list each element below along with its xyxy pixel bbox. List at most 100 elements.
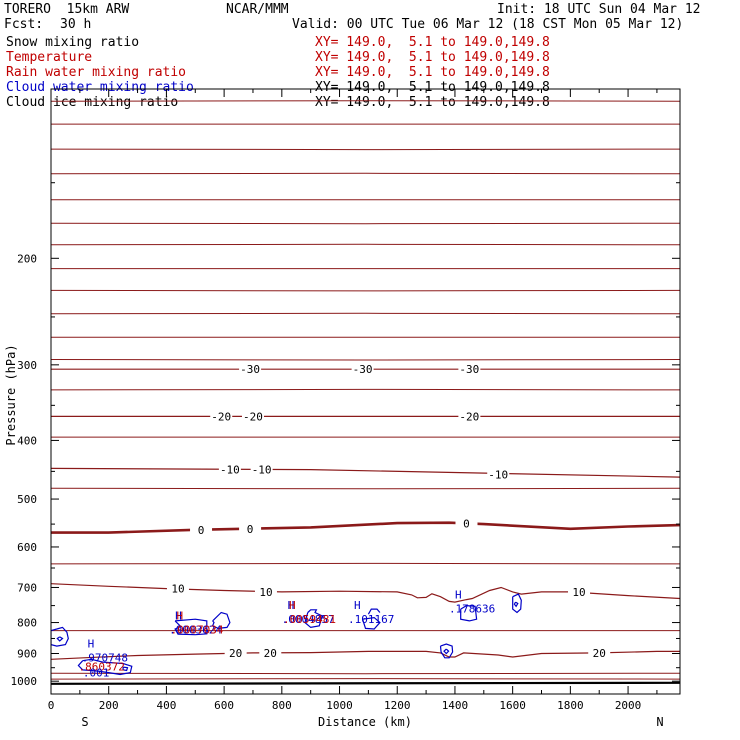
y-tick-label: 800 xyxy=(17,617,37,630)
cloud-water-contour xyxy=(513,601,519,608)
x-tick-label: 800 xyxy=(272,699,292,712)
axis-ticks: 0 200 400 600 800 1000 1200 1400 1600 1800 2000200… xyxy=(11,89,680,712)
extremum-value: .178636 xyxy=(449,602,495,615)
temperature-contour-line xyxy=(51,148,680,151)
cloud-water-contour xyxy=(122,666,129,672)
plot-border xyxy=(50,88,681,695)
cloud-water-contour xyxy=(77,658,133,676)
isotherm-label: 10 xyxy=(259,586,272,599)
model-name: TORERO 15km ARW xyxy=(4,2,130,17)
north-endpoint-label: N xyxy=(656,715,663,729)
x-tick-label: 200 xyxy=(99,699,119,712)
isotherm-label: 10 xyxy=(171,583,184,596)
isotherm-label: -30 xyxy=(459,363,479,376)
isotherm-label: -10 xyxy=(220,464,240,477)
y-tick-label: 900 xyxy=(17,647,37,660)
isotherm-label-bg xyxy=(224,646,247,659)
y-tick-label: 1000 xyxy=(11,675,38,688)
temperature-contour-line xyxy=(51,243,680,246)
temperature-contour-line xyxy=(51,222,680,225)
field-xsec-cloud-ice: XY= 149.0, 5.1 to 149.0,149.8 xyxy=(315,95,550,110)
field-name-temperature: Temperature xyxy=(6,50,93,65)
x-tick-label: 1000 xyxy=(326,699,353,712)
temperature-contour-line xyxy=(51,289,680,292)
cloud-water-contour xyxy=(211,611,231,630)
isotherm-label: 0 xyxy=(463,518,470,531)
cloud-water-contour xyxy=(460,604,478,622)
temperature-contour-line xyxy=(51,487,680,490)
cloud-water-contour xyxy=(439,643,454,659)
isotherm-label-bg xyxy=(210,410,233,423)
x-axis-label: Distance (km) xyxy=(318,715,412,729)
isotherm-label-bg xyxy=(458,363,481,376)
extremum-marker: H xyxy=(288,599,295,612)
x-tick-label: 1200 xyxy=(384,699,411,712)
temperature-contour-line xyxy=(51,562,680,565)
init-time: Init: 18 UTC Sun 04 Mar 12 xyxy=(497,2,701,17)
isotherm-label-bg xyxy=(568,585,591,598)
x-tick-label: 1400 xyxy=(442,699,469,712)
y-tick-label: 200 xyxy=(17,252,37,265)
x-tick-label: 600 xyxy=(214,699,234,712)
isotherm-label-bg xyxy=(351,363,374,376)
cloud-water-contour xyxy=(443,648,450,655)
isotherm-label: 0 xyxy=(198,524,205,537)
isotherm-contours: -30 -30 -30 -20 -20 -20 -10 -10 -10 0 0 0 10 10 10 20 20… xyxy=(51,363,680,660)
field-xsec-rain: XY= 149.0, 5.1 to 149.0,149.8 xyxy=(315,65,550,80)
temperature-contour-line xyxy=(51,388,680,391)
isotherm-label: -10 xyxy=(488,468,508,481)
field-name-cloud-ice: Cloud ice mixing ratio xyxy=(6,95,179,110)
x-tick-label: 400 xyxy=(156,699,176,712)
y-tick-label: 500 xyxy=(17,493,37,506)
isotherm-label-bg xyxy=(250,463,273,476)
pressure-gridlines xyxy=(51,100,680,680)
y-axis-label: Pressure (hPa) xyxy=(4,344,18,445)
y-tick-label: 400 xyxy=(17,434,37,447)
cloud-water-contour xyxy=(512,593,522,614)
isotherm-label: -20 xyxy=(243,410,263,423)
isotherm-label: -20 xyxy=(211,410,231,423)
extrema-labels: H.970748H.0003624H.0007034H.0004857H.005… xyxy=(79,588,496,679)
field-name-snow: Snow mixing ratio xyxy=(6,35,140,50)
extremum-marker: H xyxy=(455,588,462,601)
plot-frame xyxy=(50,88,681,695)
field-name-rain: Rain water mixing ratio xyxy=(6,65,187,80)
cloud-water-contours xyxy=(51,593,522,676)
forecast-hour: 30 h xyxy=(60,17,92,32)
isotherm-label: -20 xyxy=(459,410,479,423)
extremum-marker: H xyxy=(177,609,184,622)
isotherm-label-bg xyxy=(455,517,478,530)
extremum-marker: H xyxy=(88,638,95,651)
isotherm-line xyxy=(51,467,680,478)
cloud-water-contour xyxy=(56,636,64,642)
isotherm-label-bg xyxy=(254,585,277,598)
x-tick-label: 2000 xyxy=(615,699,642,712)
extremum-marker: H xyxy=(289,599,296,612)
field-name-cloud-water: Cloud water mixing ratio xyxy=(6,80,194,95)
forecast-label: Fcst: xyxy=(4,17,44,32)
isotherm-label: 20 xyxy=(593,647,606,660)
isotherm-label: -30 xyxy=(353,363,373,376)
isotherm-label: -10 xyxy=(252,464,272,477)
isotherm-line xyxy=(51,521,680,534)
extremum-value: .0003624 xyxy=(169,623,222,636)
y-tick-label: 300 xyxy=(17,359,37,372)
isotherm-label-bg xyxy=(241,410,264,423)
cloud-water-contour xyxy=(367,608,381,615)
isotherm-label: 20 xyxy=(264,647,277,660)
isotherm-label-bg xyxy=(458,410,481,423)
field-xsec-temperature: XY= 149.0, 5.1 to 149.0,149.8 xyxy=(315,50,550,65)
temperature-contour-line xyxy=(51,672,680,675)
cloud-water-contour xyxy=(174,618,208,636)
center-name: NCAR/MMM xyxy=(226,2,289,17)
ground-line xyxy=(50,681,681,685)
isotherm-label-bg xyxy=(190,523,213,536)
isotherm-label: 20 xyxy=(229,647,242,660)
isotherm-label-bg xyxy=(239,363,262,376)
contour-value-label: .001 xyxy=(83,667,110,680)
extremum-value: .0059481 xyxy=(283,613,336,626)
cloud-water-contour xyxy=(304,609,323,629)
extremum-value: .0007034 xyxy=(171,623,224,636)
extremum-marker: H xyxy=(175,609,182,622)
